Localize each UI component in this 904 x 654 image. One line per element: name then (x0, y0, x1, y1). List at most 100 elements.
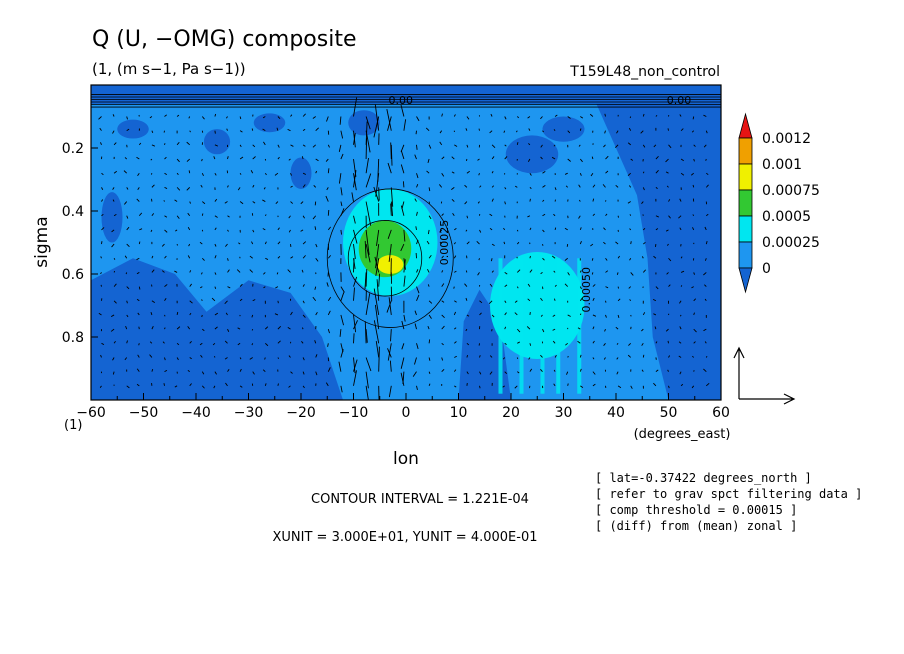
wind-vector (353, 359, 358, 372)
wind-vector (353, 320, 358, 330)
wind-vector (149, 341, 153, 344)
wind-vector (301, 327, 304, 330)
wind-vector (479, 371, 482, 375)
wind-vector (629, 214, 632, 216)
wind-vector (262, 199, 266, 202)
wind-vector (667, 369, 669, 372)
wind-vector (353, 276, 358, 287)
wind-vector (375, 173, 380, 197)
wind-vector (251, 343, 254, 346)
wind-vector (692, 184, 695, 188)
wind-vector (416, 343, 419, 350)
wind-vector (326, 187, 329, 191)
wind-vector (466, 342, 470, 346)
chart-title: Q (U, −OMG) composite (92, 27, 356, 52)
wind-vector (387, 229, 392, 239)
wind-vector (214, 326, 218, 330)
wind-vector (326, 116, 329, 122)
wind-vector (642, 354, 645, 358)
wind-vector (113, 300, 117, 304)
x-tick-label: 10 (450, 405, 468, 421)
x-tick-label: 20 (502, 405, 520, 421)
wind-vector (554, 227, 557, 231)
wind-vector (553, 144, 556, 147)
wind-vector (164, 314, 166, 317)
wind-vector (653, 382, 657, 387)
wind-vector (566, 371, 569, 375)
x-tick-label: −20 (286, 405, 316, 421)
wind-vector (451, 171, 455, 174)
wind-vector (214, 312, 218, 316)
wind-vector (567, 130, 571, 134)
wind-vector (301, 269, 304, 273)
field-patch-1 (203, 129, 231, 155)
wind-vector (288, 215, 291, 219)
wind-vector (579, 297, 583, 302)
wind-vector (238, 242, 241, 245)
wind-vector (466, 144, 469, 148)
wind-vector (452, 212, 455, 216)
wind-vector (592, 371, 596, 375)
wind-vector (489, 355, 493, 358)
wind-vector (340, 385, 343, 393)
wind-vector (390, 329, 392, 342)
wind-vector (187, 326, 191, 330)
wind-vector (504, 187, 507, 190)
field-patch-3 (290, 157, 312, 189)
wind-vector (580, 116, 584, 119)
wind-vector (438, 184, 443, 188)
wind-vector (590, 172, 594, 177)
wind-vector (653, 255, 657, 259)
wind-vector (227, 286, 231, 289)
wind-vector (604, 113, 606, 117)
wind-vector (175, 229, 178, 232)
wind-vector (641, 369, 644, 372)
wind-vector (516, 328, 521, 333)
wind-vector (504, 201, 506, 205)
wind-vector (416, 286, 420, 294)
wind-vector (542, 199, 545, 202)
wind-vector (376, 229, 380, 246)
wind-vector (454, 355, 457, 358)
wind-vector (479, 229, 482, 233)
wind-vector (564, 283, 569, 287)
wind-vector (604, 328, 606, 332)
wind-vector (176, 114, 180, 117)
wind-vector (705, 355, 708, 358)
wind-vector (416, 269, 419, 273)
wind-vector (290, 114, 293, 117)
wind-vector (100, 354, 102, 358)
wind-vector (327, 255, 332, 259)
wind-vector (567, 116, 571, 119)
wind-vector (112, 130, 115, 134)
wind-vector (479, 355, 481, 358)
wind-vector (605, 286, 609, 289)
wind-vector (386, 300, 392, 313)
wind-vector (489, 213, 493, 217)
wind-vector (151, 369, 154, 372)
wind-vector (110, 328, 115, 332)
wind-vector (288, 158, 291, 161)
wind-vector (325, 158, 329, 162)
wind-vector (353, 215, 356, 224)
wind-vector (605, 213, 608, 217)
wind-vector (414, 357, 417, 365)
wind-vector (428, 300, 433, 304)
wind-vector (665, 328, 669, 332)
field-streak-4 (577, 258, 582, 394)
wind-vector (615, 184, 619, 188)
wind-vector (214, 172, 217, 176)
wind-vector (679, 300, 682, 304)
wind-vector (353, 97, 358, 117)
wind-vector (441, 300, 445, 303)
wind-vector (176, 342, 180, 346)
wind-vector (212, 342, 216, 346)
colorbar-swatch (738, 215, 753, 243)
wind-vector (577, 327, 581, 330)
wind-vector (465, 229, 468, 232)
wind-vector (642, 269, 647, 273)
wind-vector (338, 173, 342, 184)
colorbar-swatch (738, 163, 753, 191)
wind-vector (488, 300, 493, 304)
wind-vector (300, 229, 304, 232)
